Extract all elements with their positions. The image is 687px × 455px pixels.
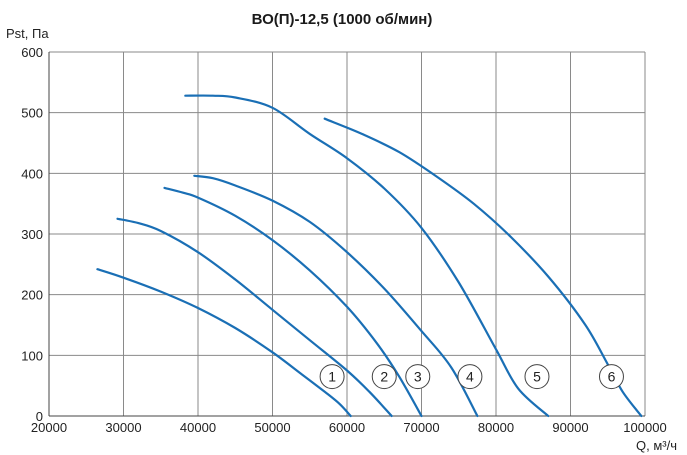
series-marker-2 (371, 364, 397, 390)
series-line-5 (184, 94, 550, 418)
y-tick-label: 200 (21, 288, 43, 303)
series-marker-6 (598, 364, 624, 390)
x-tick-label: 100000 (623, 420, 666, 435)
series-group (96, 94, 643, 418)
grid (49, 51, 646, 416)
series-line-6 (323, 117, 643, 418)
series-marker-label-2: 2 (380, 369, 388, 385)
x-tick-label: 70000 (403, 420, 439, 435)
x-tick-label: 50000 (254, 420, 290, 435)
x-tick-label: 30000 (105, 420, 141, 435)
series-line-1 (96, 268, 352, 418)
series-marker-label-6: 6 (608, 369, 616, 385)
series-marker-3 (405, 364, 431, 390)
y-tick-label: 400 (21, 166, 43, 181)
y-tick-label: 600 (21, 45, 43, 60)
series-line-4 (193, 174, 479, 418)
series-marker-4 (457, 364, 483, 390)
series-marker-label-3: 3 (414, 369, 422, 385)
series-marker-5 (524, 364, 550, 390)
series-markers: 1 2 3 4 5 6 (319, 364, 624, 390)
x-tick-label: 20000 (31, 420, 67, 435)
y-axis-label: Pst, Па (6, 26, 49, 41)
y-tick-label: 500 (21, 106, 43, 121)
tick-labels: 20000 30000 40000 50000 60000 70000 80000 90000… (21, 45, 666, 435)
series-line-2 (116, 217, 393, 418)
x-tick-label: 80000 (478, 420, 514, 435)
y-tick-label: 0 (36, 409, 43, 424)
x-axis-label: Q, м³/ч (636, 438, 677, 453)
y-tick-label: 300 (21, 227, 43, 242)
series-marker-label-1: 1 (328, 369, 336, 385)
series-marker-label-4: 4 (466, 369, 474, 385)
axes (48, 52, 645, 417)
x-tick-label: 40000 (180, 420, 216, 435)
series-marker-label-5: 5 (533, 369, 541, 385)
x-tick-label: 90000 (552, 420, 588, 435)
chart-title: ВО(П)-12,5 (1000 об/мин) (252, 11, 433, 28)
series-marker-1 (319, 364, 345, 390)
series-line-3 (163, 186, 423, 418)
x-tick-label: 60000 (329, 420, 365, 435)
y-tick-label: 100 (21, 348, 43, 363)
